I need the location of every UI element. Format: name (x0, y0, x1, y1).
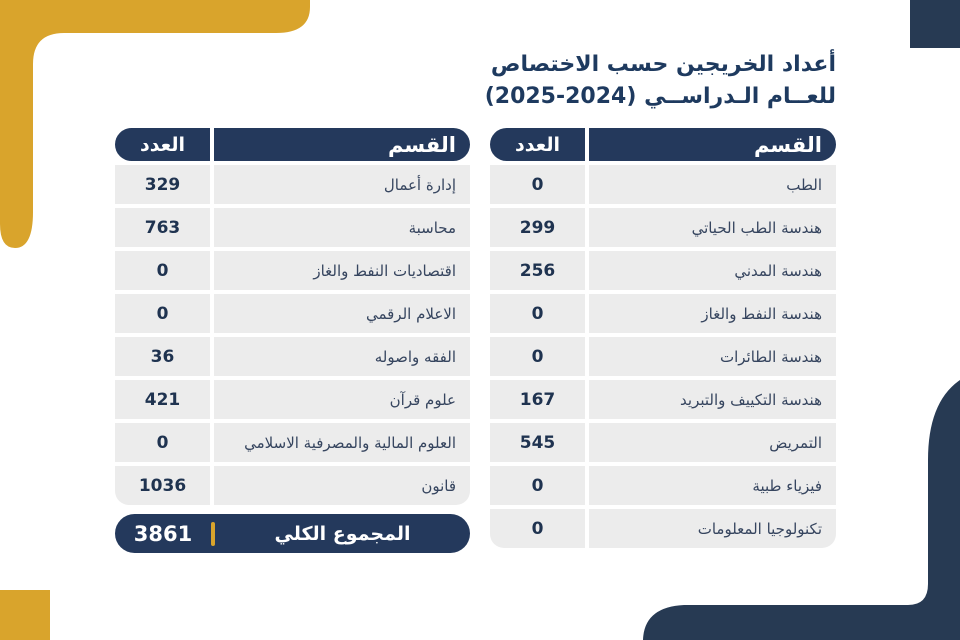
count-cell: 167 (490, 380, 585, 419)
count-cell: 0 (115, 423, 210, 462)
table-row: 0 الاعلام الرقمي (115, 294, 470, 333)
count-cell: 36 (115, 337, 210, 376)
dept-header-cell: القسم (589, 128, 836, 161)
dept-cell: علوم قرآن (214, 380, 470, 419)
table-row: 0 العلوم المالية والمصرفية الاسلامي (115, 423, 470, 462)
dept-cell: إدارة أعمال (214, 165, 470, 204)
dept-cell: الطب (589, 165, 836, 204)
table-row: 256 هندسة المدني (490, 251, 836, 290)
total-value: 3861 (133, 521, 193, 546)
page-title-line1: أعداد الخريجين حسب الاختصاص (490, 52, 836, 77)
navy-square-topright (910, 0, 960, 48)
table-row: 299 هندسة الطب الحياتي (490, 208, 836, 247)
table-row: 763 محاسبة (115, 208, 470, 247)
count-header-cell: العدد (490, 128, 585, 161)
dept-cell: قانون (214, 466, 470, 505)
count-cell: 545 (490, 423, 585, 462)
count-cell: 299 (490, 208, 585, 247)
count-cell: 421 (115, 380, 210, 419)
table-row: 0 تكنولوجيا المعلومات (490, 509, 836, 548)
dept-cell: هندسة الطائرات (589, 337, 836, 376)
table-row: 545 التمريض (490, 423, 836, 462)
count-cell: 763 (115, 208, 210, 247)
table-row: 329 إدارة أعمال (115, 165, 470, 204)
table-row: 0 الطب (490, 165, 836, 204)
table-header-row: العدد القسم (115, 128, 470, 161)
count-cell: 0 (115, 294, 210, 333)
table-row: 0 هندسة الطائرات (490, 337, 836, 376)
dept-header-cell: القسم (214, 128, 470, 161)
page-title: أعداد الخريجين حسب الاختصاص للعــام الـد… (485, 49, 836, 113)
table-row: 0 اقتصاديات النفط والغاز (115, 251, 470, 290)
dept-cell: العلوم المالية والمصرفية الاسلامي (214, 423, 470, 462)
table-row: 0 هندسة النفط والغاز (490, 294, 836, 333)
navy-corner-frame (643, 380, 960, 640)
table-row: 1036 قانون (115, 466, 470, 505)
count-cell: 0 (490, 165, 585, 204)
dept-cell: هندسة النفط والغاز (589, 294, 836, 333)
dept-cell: التمريض (589, 423, 836, 462)
table-row: 167 هندسة التكييف والتبريد (490, 380, 836, 419)
academic-year: (2025-2024) (484, 84, 637, 109)
gold-corner-frame (0, 0, 310, 248)
table-header-row: العدد القسم (490, 128, 836, 161)
dept-cell: هندسة الطب الحياتي (589, 208, 836, 247)
gold-square-bottomleft (0, 590, 50, 640)
count-cell: 0 (490, 294, 585, 333)
count-cell: 329 (115, 165, 210, 204)
total-label: المجموع الكلي (274, 522, 411, 545)
count-cell: 0 (490, 466, 585, 505)
dept-cell: فيزياء طبية (589, 466, 836, 505)
dept-cell: محاسبة (214, 208, 470, 247)
table-row: 36 الفقه واصوله (115, 337, 470, 376)
total-row: 3861 المجموع الكلي (115, 514, 470, 553)
count-cell: 1036 (115, 466, 210, 505)
count-cell: 256 (490, 251, 585, 290)
dept-cell: تكنولوجيا المعلومات (589, 509, 836, 548)
dept-cell: هندسة المدني (589, 251, 836, 290)
table-row: 421 علوم قرآن (115, 380, 470, 419)
dept-cell: هندسة التكييف والتبريد (589, 380, 836, 419)
dept-cell: الاعلام الرقمي (214, 294, 470, 333)
count-cell: 0 (490, 509, 585, 548)
count-cell: 0 (490, 337, 585, 376)
dept-cell: الفقه واصوله (214, 337, 470, 376)
page-title-line2: للعــام الـدراســي (2025-2024) (484, 84, 836, 109)
table-medical-engineering: العدد القسم 0 الطب 299 هندسة الطب الحيات… (490, 128, 836, 552)
table-business-humanities: العدد القسم 329 إدارة أعمال 763 محاسبة 0… (115, 128, 470, 509)
count-cell: 0 (115, 251, 210, 290)
total-divider (211, 521, 215, 546)
table-row: 0 فيزياء طبية (490, 466, 836, 505)
dept-cell: اقتصاديات النفط والغاز (214, 251, 470, 290)
count-header-cell: العدد (115, 128, 210, 161)
